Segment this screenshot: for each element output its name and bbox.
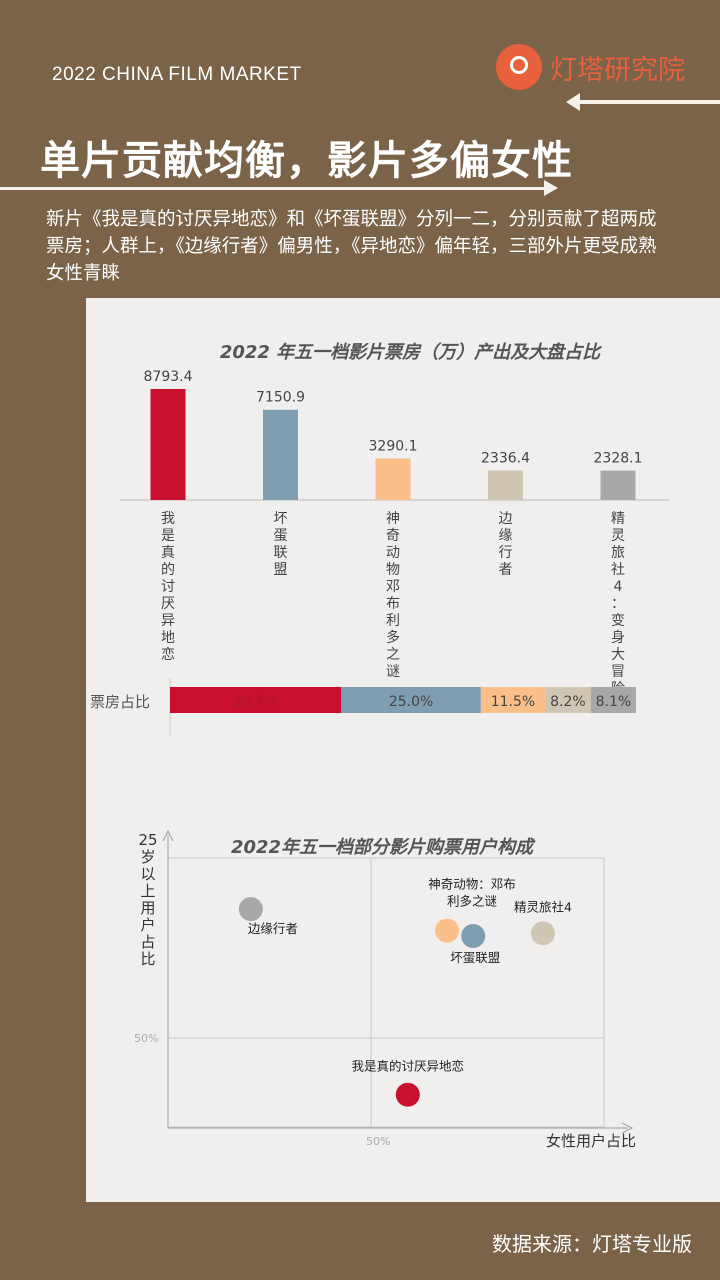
scatter-label-4: 我是真的讨厌异地恋 bbox=[352, 1059, 465, 1074]
bar-2 bbox=[375, 458, 411, 500]
scatter-label-2: 坏蛋联盟 bbox=[450, 950, 500, 965]
right-arrow-decoration bbox=[0, 180, 558, 196]
bar-value-label-0: 8793.4 bbox=[144, 369, 193, 385]
bar-4 bbox=[600, 470, 636, 500]
y-axis-arrow-icon bbox=[162, 829, 174, 842]
scatter-chart-title: 2022年五一档部分影片购票用户构成 bbox=[231, 837, 536, 858]
box-office-bar-chart: 2022 年五一档影片票房（万）产出及大盘占比 8793.4 我是真的讨厌异地恋 7… bbox=[90, 342, 670, 736]
share-segment-0 bbox=[170, 687, 342, 713]
bar-value-label-2: 3290.1 bbox=[369, 438, 418, 454]
share-label-1: 25.0% bbox=[389, 694, 433, 710]
brand-logo: 灯塔研究院 bbox=[496, 44, 685, 90]
scatter-point-0 bbox=[238, 897, 263, 922]
category-label-1: 坏蛋联盟 bbox=[274, 511, 288, 578]
bar-value-label-4: 2328.1 bbox=[594, 451, 643, 467]
logo-text: 灯塔研究院 bbox=[550, 54, 685, 86]
scatter-label-1: 神奇动物：邓布利多之谜 bbox=[428, 877, 516, 909]
category-label-0: 我是真的讨厌异地恋 bbox=[161, 511, 175, 663]
scatter-point-2 bbox=[461, 924, 486, 949]
y-axis-label: 25 岁以上用户占比 bbox=[138, 831, 157, 968]
share-segment-4 bbox=[590, 687, 636, 713]
bar-value-label-1: 7150.9 bbox=[256, 390, 305, 406]
share-label-3: 8.2% bbox=[550, 694, 586, 710]
audience-scatter-chart: 2022年五一档部分影片购票用户构成 50% 50% 女性用户占比 25 岁以上用… bbox=[134, 829, 636, 1150]
page-subtitle: 新片《我是真的讨厌异地恋》和《坏蛋联盟》分列一二，分别贡献了超两成票房；人群上，… bbox=[46, 209, 657, 284]
share-label-2: 11.5% bbox=[491, 694, 535, 710]
data-source: 数据来源：灯塔专业版 bbox=[492, 1232, 692, 1256]
y-mid-label: 50% bbox=[134, 1032, 158, 1045]
category-label-3: 边缘行者 bbox=[499, 511, 513, 578]
bar-chart-title: 2022 年五一档影片票房（万）产出及大盘占比 bbox=[220, 342, 602, 363]
share-label-0: 30.7% bbox=[233, 694, 277, 710]
share-segment-3 bbox=[545, 687, 591, 713]
x-mid-label: 50% bbox=[366, 1135, 390, 1148]
scatter-point-4 bbox=[395, 1082, 420, 1107]
bar-3 bbox=[488, 470, 523, 500]
share-label-4: 8.1% bbox=[596, 694, 632, 710]
bar-1 bbox=[263, 409, 298, 500]
bar-0 bbox=[150, 389, 186, 500]
share-segment-1 bbox=[341, 687, 481, 713]
left-arrow-decoration bbox=[566, 93, 720, 111]
scatter-label-0: 边缘行者 bbox=[248, 921, 298, 936]
chart-panel: 2022 年五一档影片票房（万）产出及大盘占比 8793.4 我是真的讨厌异地恋 7… bbox=[86, 298, 720, 1202]
bar-value-label-3: 2336.4 bbox=[481, 451, 530, 467]
scatter-point-3 bbox=[530, 921, 555, 946]
share-row-label: 票房占比 bbox=[90, 693, 150, 711]
scatter-point-1 bbox=[435, 918, 460, 943]
page-title: 单片贡献均衡，影片多偏女性 bbox=[40, 138, 573, 184]
market-label: 2022 CHINA FILM MARKET bbox=[52, 64, 302, 85]
x-axis-arrow-icon bbox=[621, 1122, 634, 1134]
scatter-label-3: 精灵旅社4 bbox=[514, 899, 572, 914]
category-label-4: 精灵旅社4：变身大冒险 bbox=[611, 511, 625, 697]
lighthouse-logo-icon bbox=[496, 44, 542, 90]
category-label-2: 神奇动物邓布利多之谜 bbox=[386, 511, 400, 680]
share-segment-2 bbox=[480, 687, 546, 713]
x-axis-label: 女性用户占比 bbox=[546, 1132, 636, 1150]
